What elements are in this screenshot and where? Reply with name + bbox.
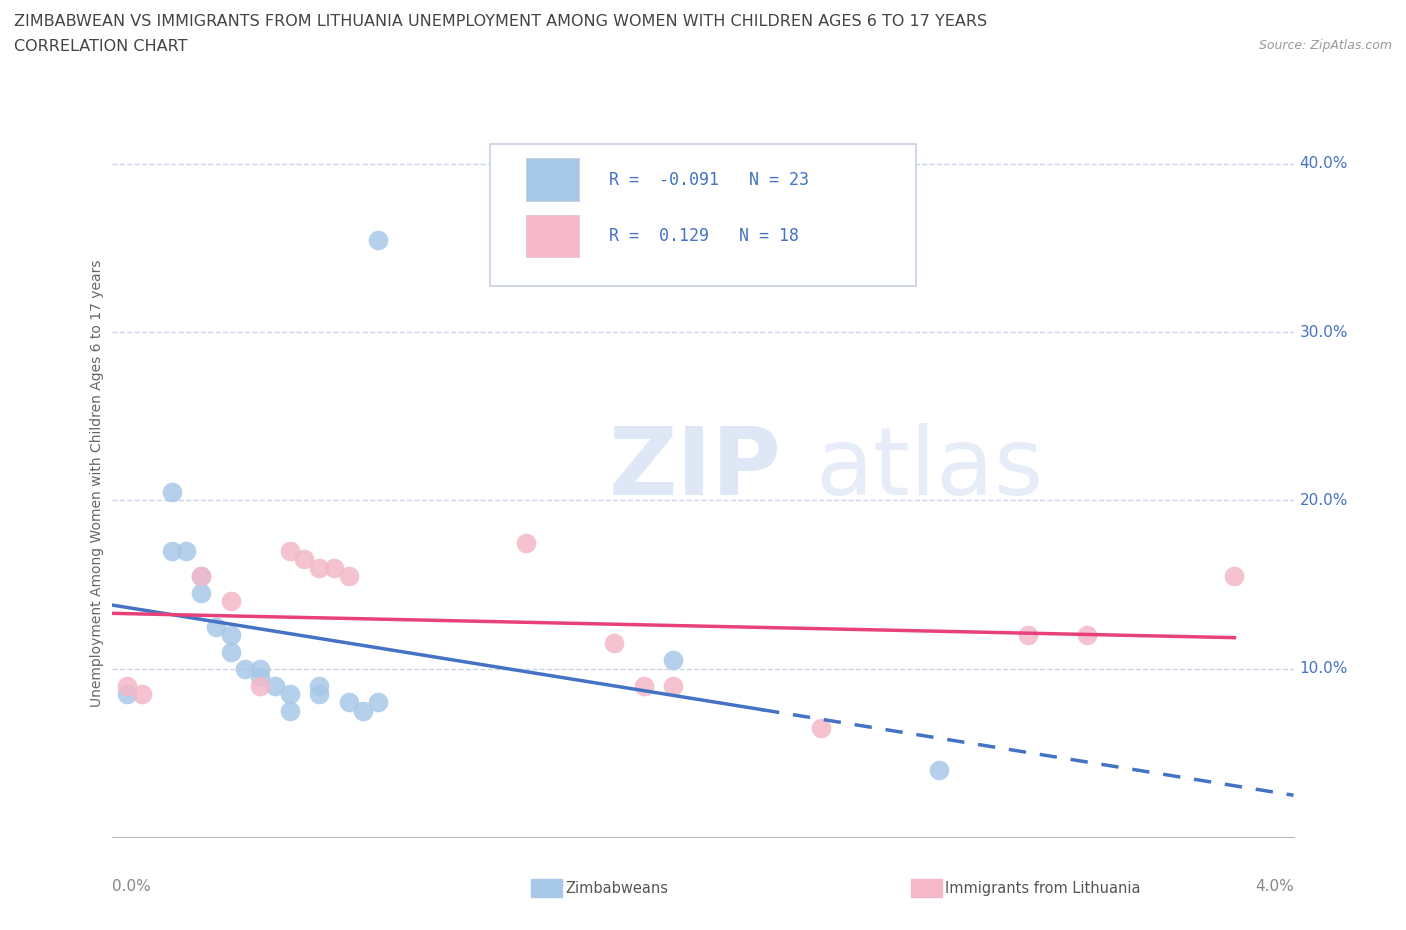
Text: ZIMBABWEAN VS IMMIGRANTS FROM LITHUANIA UNEMPLOYMENT AMONG WOMEN WITH CHILDREN A: ZIMBABWEAN VS IMMIGRANTS FROM LITHUANIA … bbox=[14, 14, 987, 29]
Point bbox=[190, 569, 212, 584]
Point bbox=[662, 678, 685, 693]
Point bbox=[219, 628, 242, 643]
FancyBboxPatch shape bbox=[491, 144, 915, 286]
Y-axis label: Unemployment Among Women with Children Ages 6 to 17 years: Unemployment Among Women with Children A… bbox=[90, 259, 104, 708]
Text: 40.0%: 40.0% bbox=[1299, 156, 1348, 171]
Point bbox=[117, 678, 138, 693]
Text: Immigrants from Lithuania: Immigrants from Lithuania bbox=[945, 881, 1140, 896]
Point bbox=[603, 636, 626, 651]
Point bbox=[249, 678, 271, 693]
Point bbox=[352, 703, 374, 718]
Point bbox=[337, 695, 360, 710]
Point bbox=[249, 670, 271, 684]
Point bbox=[1223, 569, 1246, 584]
Point bbox=[278, 543, 301, 558]
Point bbox=[278, 703, 301, 718]
Text: 20.0%: 20.0% bbox=[1299, 493, 1348, 508]
Point bbox=[367, 695, 389, 710]
Text: R =  0.129   N = 18: R = 0.129 N = 18 bbox=[609, 227, 799, 246]
Point bbox=[264, 678, 287, 693]
Point bbox=[928, 763, 950, 777]
Point bbox=[323, 560, 346, 575]
Point bbox=[810, 720, 832, 735]
Point bbox=[219, 594, 242, 609]
Point bbox=[1017, 628, 1039, 643]
Point bbox=[367, 232, 389, 247]
Point bbox=[249, 661, 271, 676]
Text: 30.0%: 30.0% bbox=[1299, 325, 1348, 339]
Point bbox=[308, 686, 330, 701]
Text: Source: ZipAtlas.com: Source: ZipAtlas.com bbox=[1258, 39, 1392, 52]
Point bbox=[205, 619, 228, 634]
Text: ZIP: ZIP bbox=[609, 423, 782, 515]
Text: 0.0%: 0.0% bbox=[112, 879, 152, 894]
Point bbox=[160, 543, 183, 558]
Point bbox=[278, 686, 301, 701]
Point bbox=[662, 653, 685, 668]
Point bbox=[515, 535, 537, 550]
Point bbox=[117, 686, 138, 701]
Text: Zimbabweans: Zimbabweans bbox=[565, 881, 668, 896]
Point bbox=[292, 551, 315, 566]
Text: 10.0%: 10.0% bbox=[1299, 661, 1348, 676]
Point bbox=[337, 569, 360, 584]
Point bbox=[633, 678, 655, 693]
Point bbox=[308, 560, 330, 575]
Point bbox=[233, 661, 256, 676]
Bar bbox=[526, 158, 579, 201]
Point bbox=[160, 485, 183, 499]
Bar bbox=[526, 215, 579, 258]
Point bbox=[174, 543, 197, 558]
Text: atlas: atlas bbox=[815, 423, 1043, 515]
Point bbox=[190, 586, 212, 601]
Text: 4.0%: 4.0% bbox=[1254, 879, 1294, 894]
Text: R =  -0.091   N = 23: R = -0.091 N = 23 bbox=[609, 171, 808, 189]
Point bbox=[308, 678, 330, 693]
Point bbox=[219, 644, 242, 659]
Text: CORRELATION CHART: CORRELATION CHART bbox=[14, 39, 187, 54]
Point bbox=[131, 686, 153, 701]
Point bbox=[190, 569, 212, 584]
Point bbox=[1076, 628, 1098, 643]
